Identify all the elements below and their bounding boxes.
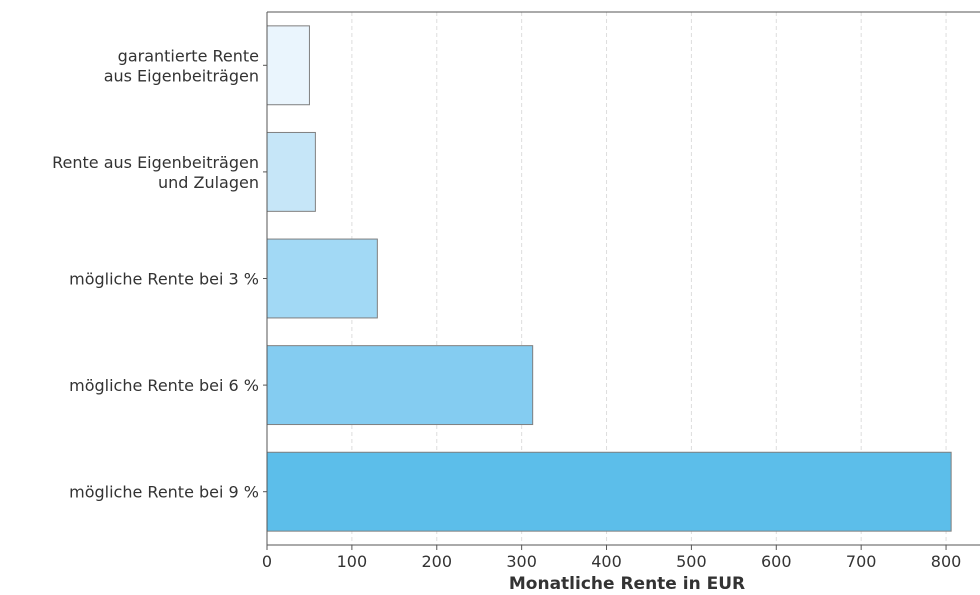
bar-2 <box>266 131 316 212</box>
category-label: aus Eigenbeiträgen <box>104 66 259 85</box>
category-label: Rente aus Eigenbeiträgen <box>52 153 259 172</box>
x-tick-label: 300 <box>506 552 537 571</box>
category-label: mögliche Rente bei 6 % <box>69 376 259 395</box>
bar-3 <box>266 238 378 319</box>
x-tick-label: 600 <box>761 552 792 571</box>
x-tick-labels: 0 100 200 300 400 500 600 700 800 <box>262 552 961 571</box>
category-label: mögliche Rente bei 9 % <box>69 483 259 502</box>
bars <box>266 25 952 532</box>
axes <box>263 11 980 550</box>
x-tick-label: 400 <box>591 552 622 571</box>
x-axis-title: Monatliche Rente in EUR <box>509 574 745 591</box>
bar-1 <box>266 25 310 106</box>
x-tick-label: 100 <box>337 552 368 571</box>
category-label: und Zulagen <box>158 173 259 192</box>
x-tick-label: 200 <box>421 552 452 571</box>
category-label: mögliche Rente bei 3 % <box>69 270 259 289</box>
x-tick-label: 800 <box>931 552 962 571</box>
x-tick-label: 700 <box>846 552 877 571</box>
bar-4 <box>266 345 534 426</box>
x-tick-label: 500 <box>676 552 707 571</box>
x-tick-label: 0 <box>262 552 272 571</box>
category-label: garantierte Rente <box>118 46 259 65</box>
bar-5 <box>266 451 952 532</box>
